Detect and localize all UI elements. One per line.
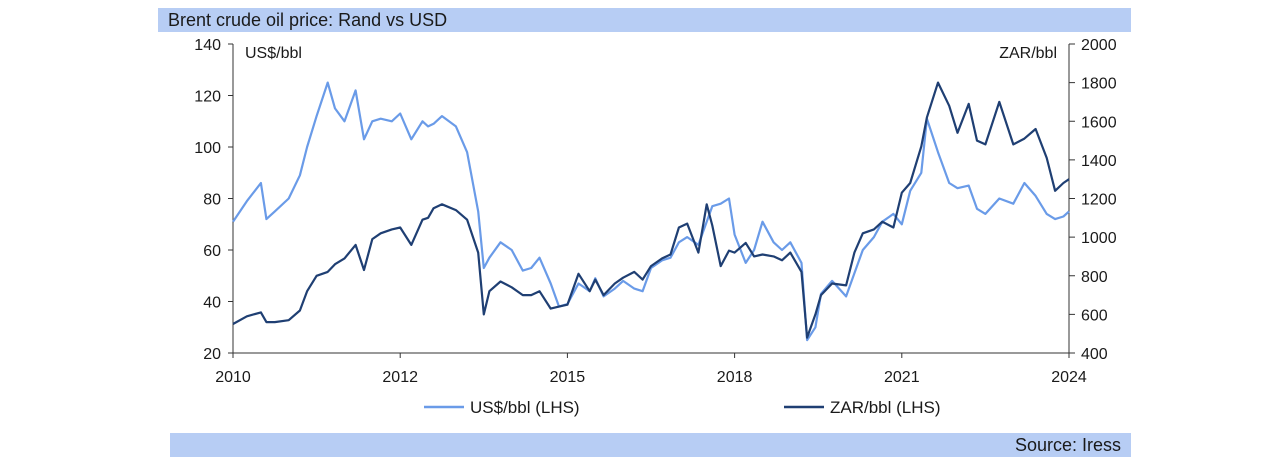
right-tick-label: 600 xyxy=(1081,307,1108,324)
source-label: Source: Iress xyxy=(1014,435,1121,455)
right-axis-unit-label: ZAR/bbl xyxy=(999,45,1057,62)
title-band: Brent crude oil price: Rand vs USD xyxy=(158,8,1131,32)
right-tick-label: 1400 xyxy=(1081,153,1117,170)
legend-zar-label: ZAR/bbl (LHS) xyxy=(830,398,941,417)
left-tick-label: 80 xyxy=(203,192,221,209)
chart-title: Brent crude oil price: Rand vs USD xyxy=(168,10,448,30)
chart-legend: US$/bbl (LHS) ZAR/bbl (LHS) xyxy=(424,398,941,417)
left-tick-label: 20 xyxy=(203,346,221,363)
right-tick-label: 400 xyxy=(1081,346,1108,363)
right-tick-label: 1600 xyxy=(1081,114,1117,131)
right-tick-label: 1000 xyxy=(1081,230,1117,247)
chart-axes: 20 40 60 80 100 120 140 400 600 800 1000 1200 1400 16… xyxy=(194,37,1116,386)
right-tick-label: 2000 xyxy=(1081,37,1117,54)
x-tick-label: 2010 xyxy=(215,369,251,386)
x-tick-label: 2021 xyxy=(884,369,920,386)
x-tick-label: 2018 xyxy=(717,369,753,386)
x-tick-label: 2015 xyxy=(550,369,586,386)
chart-series xyxy=(232,81,1070,342)
x-tick-label: 2012 xyxy=(382,369,418,386)
usd-series-line xyxy=(232,81,1070,342)
right-tick-label: 800 xyxy=(1081,269,1108,286)
left-tick-label: 40 xyxy=(203,295,221,312)
left-tick-label: 100 xyxy=(194,140,221,157)
right-tick-label: 1200 xyxy=(1081,192,1117,209)
legend-usd-label: US$/bbl (LHS) xyxy=(470,398,580,417)
left-axis-unit-label: US$/bbl xyxy=(245,45,302,62)
right-tick-label: 1800 xyxy=(1081,76,1117,93)
zar-series-line xyxy=(232,81,1070,339)
source-band: Source: Iress xyxy=(170,433,1131,457)
left-tick-label: 60 xyxy=(203,243,221,260)
left-tick-label: 140 xyxy=(194,37,221,54)
left-tick-label: 120 xyxy=(194,89,221,106)
x-tick-label: 2024 xyxy=(1051,369,1087,386)
